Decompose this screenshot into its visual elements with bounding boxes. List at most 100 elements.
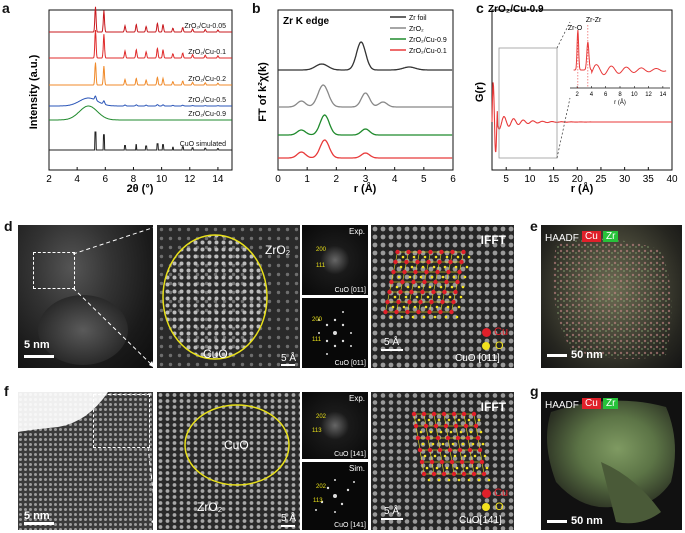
ifft-cu-atom xyxy=(400,279,405,285)
panel-a-trace xyxy=(49,62,232,86)
panel-d-legend-cu-dot xyxy=(482,328,491,337)
ifft-cu-atom xyxy=(475,435,481,441)
ifft-o-atom xyxy=(391,305,395,309)
panel-c-xtick-label: 25 xyxy=(595,174,607,185)
ifft-cu-atom xyxy=(461,471,467,477)
ifft-cu-atom xyxy=(449,459,455,465)
panel-d-ifft-lattice xyxy=(371,225,514,368)
ifft-cu-atom xyxy=(461,411,467,417)
panel-c-xtick-label: 35 xyxy=(643,174,655,185)
ifft-o-atom xyxy=(402,305,406,309)
panel-f-scalebar-2 xyxy=(281,525,295,527)
ifft-o-atom xyxy=(450,285,454,289)
panel-d-legend-cu: Cu xyxy=(494,326,509,338)
panel-g-letter: g xyxy=(530,383,539,399)
panel-a-xtick-label: 6 xyxy=(103,174,109,185)
ifft-cu-atom xyxy=(445,435,451,441)
panel-c-xtick-label: 30 xyxy=(619,174,631,185)
ifft-o-atom xyxy=(427,418,431,422)
ifft-cu-atom xyxy=(433,423,439,429)
ifft-cu-atom xyxy=(406,249,411,255)
ifft-cu-atom xyxy=(421,411,427,417)
panel-c-trace xyxy=(491,82,672,153)
ifft-o-atom xyxy=(421,265,425,269)
panel-f-roi-box xyxy=(93,394,150,448)
ifft-o-atom xyxy=(417,285,421,289)
panel-a-trace-label: ZrO₂/Cu-0.1 xyxy=(188,49,226,56)
panel-c-xtick-label: 5 xyxy=(503,174,509,185)
ifft-o-atom xyxy=(427,478,431,482)
ifft-o-atom xyxy=(453,454,457,458)
panel-c-inset-tick-label: 8 xyxy=(618,92,622,98)
panel-f-fft-zone: CuO [141] xyxy=(334,451,366,458)
ifft-o-atom xyxy=(411,315,415,319)
ifft-cu-atom xyxy=(421,471,427,477)
ifft-o-atom xyxy=(443,454,447,458)
panel-c-pdf-chart: ZrO₂/Cu-0.9 G(r) r (Å) 5 10 15 20 25 30 35 40 2… xyxy=(474,4,678,195)
panel-a-xtick-label: 2 xyxy=(46,174,52,185)
ifft-cu-atom xyxy=(411,279,416,285)
panel-a-trace-label: ZrO₂/Cu-0.9 xyxy=(188,111,226,118)
panel-f-legend-cu: Cu xyxy=(494,487,509,499)
ifft-o-atom xyxy=(465,466,469,470)
ifft-cu-atom xyxy=(427,309,432,315)
panel-f-hkl-3: 202 xyxy=(316,484,327,490)
ifft-o-atom xyxy=(430,275,434,279)
ifft-cu-atom xyxy=(469,459,475,465)
panel-f-fft-exp-label: Exp. xyxy=(348,394,365,403)
ifft-o-atom xyxy=(404,295,408,299)
ifft-o-atom xyxy=(455,466,459,470)
ifft-cu-atom xyxy=(415,259,420,265)
ifft-o-atom xyxy=(410,265,414,269)
panel-c-inset-trace xyxy=(573,29,667,76)
panel-d-hkl-4: 111 xyxy=(312,337,322,343)
panel-a-xtick-label: 10 xyxy=(156,174,168,185)
ifft-o-atom xyxy=(487,478,491,482)
panel-d-roi-box xyxy=(33,252,75,289)
ifft-o-atom xyxy=(467,418,471,422)
panel-d-scale-1: 5 nm xyxy=(24,339,50,351)
panel-a-trace xyxy=(49,29,232,59)
ifft-cu-atom xyxy=(459,459,465,465)
panel-d-legend-o: O xyxy=(495,340,504,352)
ifft-o-atom xyxy=(457,478,461,482)
panel-c-zoom-line xyxy=(556,21,571,49)
ifft-o-atom xyxy=(428,285,432,289)
ifft-o-atom xyxy=(448,295,452,299)
ifft-o-atom xyxy=(419,430,423,434)
ifft-cu-atom xyxy=(435,435,441,441)
panel-f-legend-cu-dot xyxy=(482,489,491,498)
ifft-cu-atom xyxy=(429,299,434,305)
ifft-cu-atom xyxy=(389,279,394,285)
ifft-cu-atom xyxy=(404,259,409,265)
panel-a-frame xyxy=(48,9,233,171)
ifft-o-atom xyxy=(465,265,469,269)
panel-f-scalebar-1 xyxy=(24,522,54,525)
panel-b-trace xyxy=(278,84,453,108)
panel-c-title: ZrO₂/Cu-0.9 xyxy=(488,4,544,15)
panel-a-trace-label: CuO simulated xyxy=(180,141,226,148)
panel-b-xtick-label: 1 xyxy=(304,174,310,185)
ifft-o-atom xyxy=(479,430,483,434)
ifft-cu-atom xyxy=(418,299,423,305)
ifft-o-atom xyxy=(461,285,465,289)
ifft-cu-atom xyxy=(435,269,440,275)
panel-d-fft-zone: CuO [011] xyxy=(334,287,366,294)
panel-d-fft-sim: 200 111 CuO [011] xyxy=(302,298,368,368)
ifft-cu-atom xyxy=(450,249,455,255)
ifft-o-atom xyxy=(424,305,428,309)
ifft-o-atom xyxy=(457,305,461,309)
panel-f-label-zro2: ZrO₂ xyxy=(197,500,223,514)
ifft-cu-atom xyxy=(465,435,471,441)
panel-b-title: Zr K edge xyxy=(283,16,330,27)
ifft-cu-atom xyxy=(416,309,421,315)
ifft-cu-atom xyxy=(439,249,444,255)
ifft-o-atom xyxy=(421,442,425,446)
ifft-cu-atom xyxy=(427,447,433,453)
ifft-cu-atom xyxy=(455,279,460,285)
ifft-cu-atom xyxy=(471,471,477,477)
ifft-o-atom xyxy=(441,275,445,279)
panel-d-fft-exp-label: Exp. xyxy=(348,227,365,236)
panel-c-inset-label-zro: Zr-O xyxy=(568,25,583,32)
ifft-cu-atom xyxy=(423,423,429,429)
